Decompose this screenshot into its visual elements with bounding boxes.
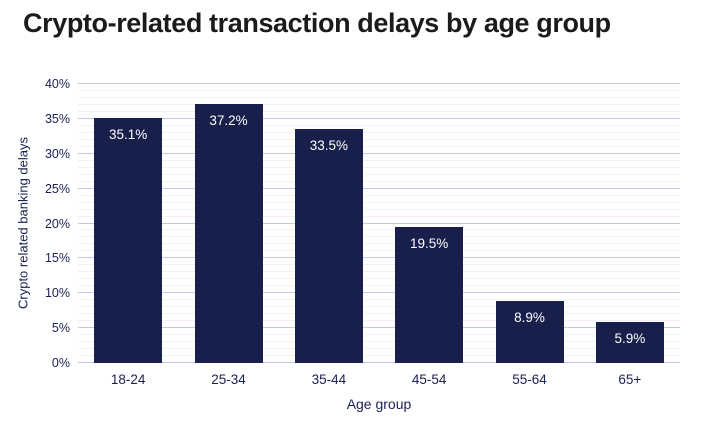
minor-gridline [78, 131, 680, 133]
major-gridline [78, 83, 680, 84]
minor-gridline [78, 271, 680, 273]
x-tick-label: 18-24 [110, 372, 146, 387]
minor-gridline [78, 313, 680, 315]
y-tick-label: 20% [44, 216, 70, 231]
minor-gridline [78, 264, 680, 266]
y-tick-label: 15% [44, 251, 70, 266]
major-gridline [78, 152, 680, 154]
minor-gridline [78, 278, 680, 280]
major-gridline [78, 292, 680, 294]
minor-gridline [78, 299, 680, 301]
minor-gridline [78, 180, 680, 182]
major-gridline [78, 327, 680, 329]
minor-gridline [78, 355, 680, 357]
minor-gridline [78, 173, 680, 175]
bar-value-label: 8.9% [514, 309, 545, 325]
x-tick-label: 65+ [618, 372, 642, 387]
minor-gridline [78, 285, 680, 287]
bar-45-54: 19.5% [395, 227, 464, 363]
x-tick-label: 35-44 [311, 372, 347, 387]
bar-35-44: 33.5% [294, 129, 363, 363]
y-tick-label: 40% [44, 77, 70, 91]
major-gridline [78, 187, 680, 189]
chart-title: Crypto-related transaction delays by age… [23, 8, 611, 38]
y-tick-label: 30% [44, 146, 70, 161]
minor-gridline [78, 348, 680, 350]
x-tick-label: 55-64 [512, 372, 547, 387]
bar-18-24: 35.1% [94, 118, 163, 363]
bar-value-label: 35.1% [109, 127, 148, 143]
bar-value-label: 5.9% [614, 330, 646, 346]
x-tick-label: 45-54 [411, 372, 447, 387]
bar-55-64: 8.9% [495, 300, 564, 363]
minor-gridline [78, 229, 680, 231]
y-tick-label: 25% [44, 181, 70, 196]
minor-gridline [78, 208, 680, 210]
y-tick-label: 10% [44, 286, 70, 301]
minor-gridline [78, 96, 680, 98]
minor-gridline [78, 103, 680, 105]
minor-gridline [78, 320, 680, 322]
minor-gridline [78, 159, 680, 161]
bar-value-label: 33.5% [309, 138, 348, 154]
minor-gridline [78, 166, 680, 168]
y-tick-label: 0% [51, 356, 70, 370]
minor-gridline [78, 306, 680, 308]
bar-65+: 5.9% [595, 321, 664, 363]
minor-gridline [78, 250, 680, 252]
minor-gridline [78, 236, 680, 238]
minor-gridline [78, 215, 680, 217]
minor-gridline [78, 138, 680, 140]
major-gridline [78, 222, 680, 224]
minor-gridline [78, 194, 680, 196]
x-tick-label: 25-34 [211, 372, 246, 387]
major-gridline [78, 362, 680, 363]
bar-value-label: 37.2% [209, 112, 248, 128]
major-gridline [78, 257, 680, 259]
minor-gridline [78, 201, 680, 203]
bar-value-label: 19.5% [410, 236, 449, 251]
minor-gridline [78, 341, 680, 343]
x-axis-title: Age group [346, 396, 412, 412]
bar-25-34: 37.2% [194, 103, 263, 363]
major-gridline [78, 117, 680, 119]
minor-gridline [78, 89, 680, 91]
y-tick-label: 35% [44, 111, 70, 126]
minor-gridline [78, 110, 680, 112]
minor-gridline [78, 145, 680, 147]
plot-area: 35.1% 37.2% 33.5% 19.5% 8.9% 5.9% [78, 83, 680, 363]
minor-gridline [78, 334, 680, 336]
minor-gridline [78, 124, 680, 126]
y-tick-label: 5% [51, 321, 70, 336]
minor-gridline [78, 243, 680, 245]
